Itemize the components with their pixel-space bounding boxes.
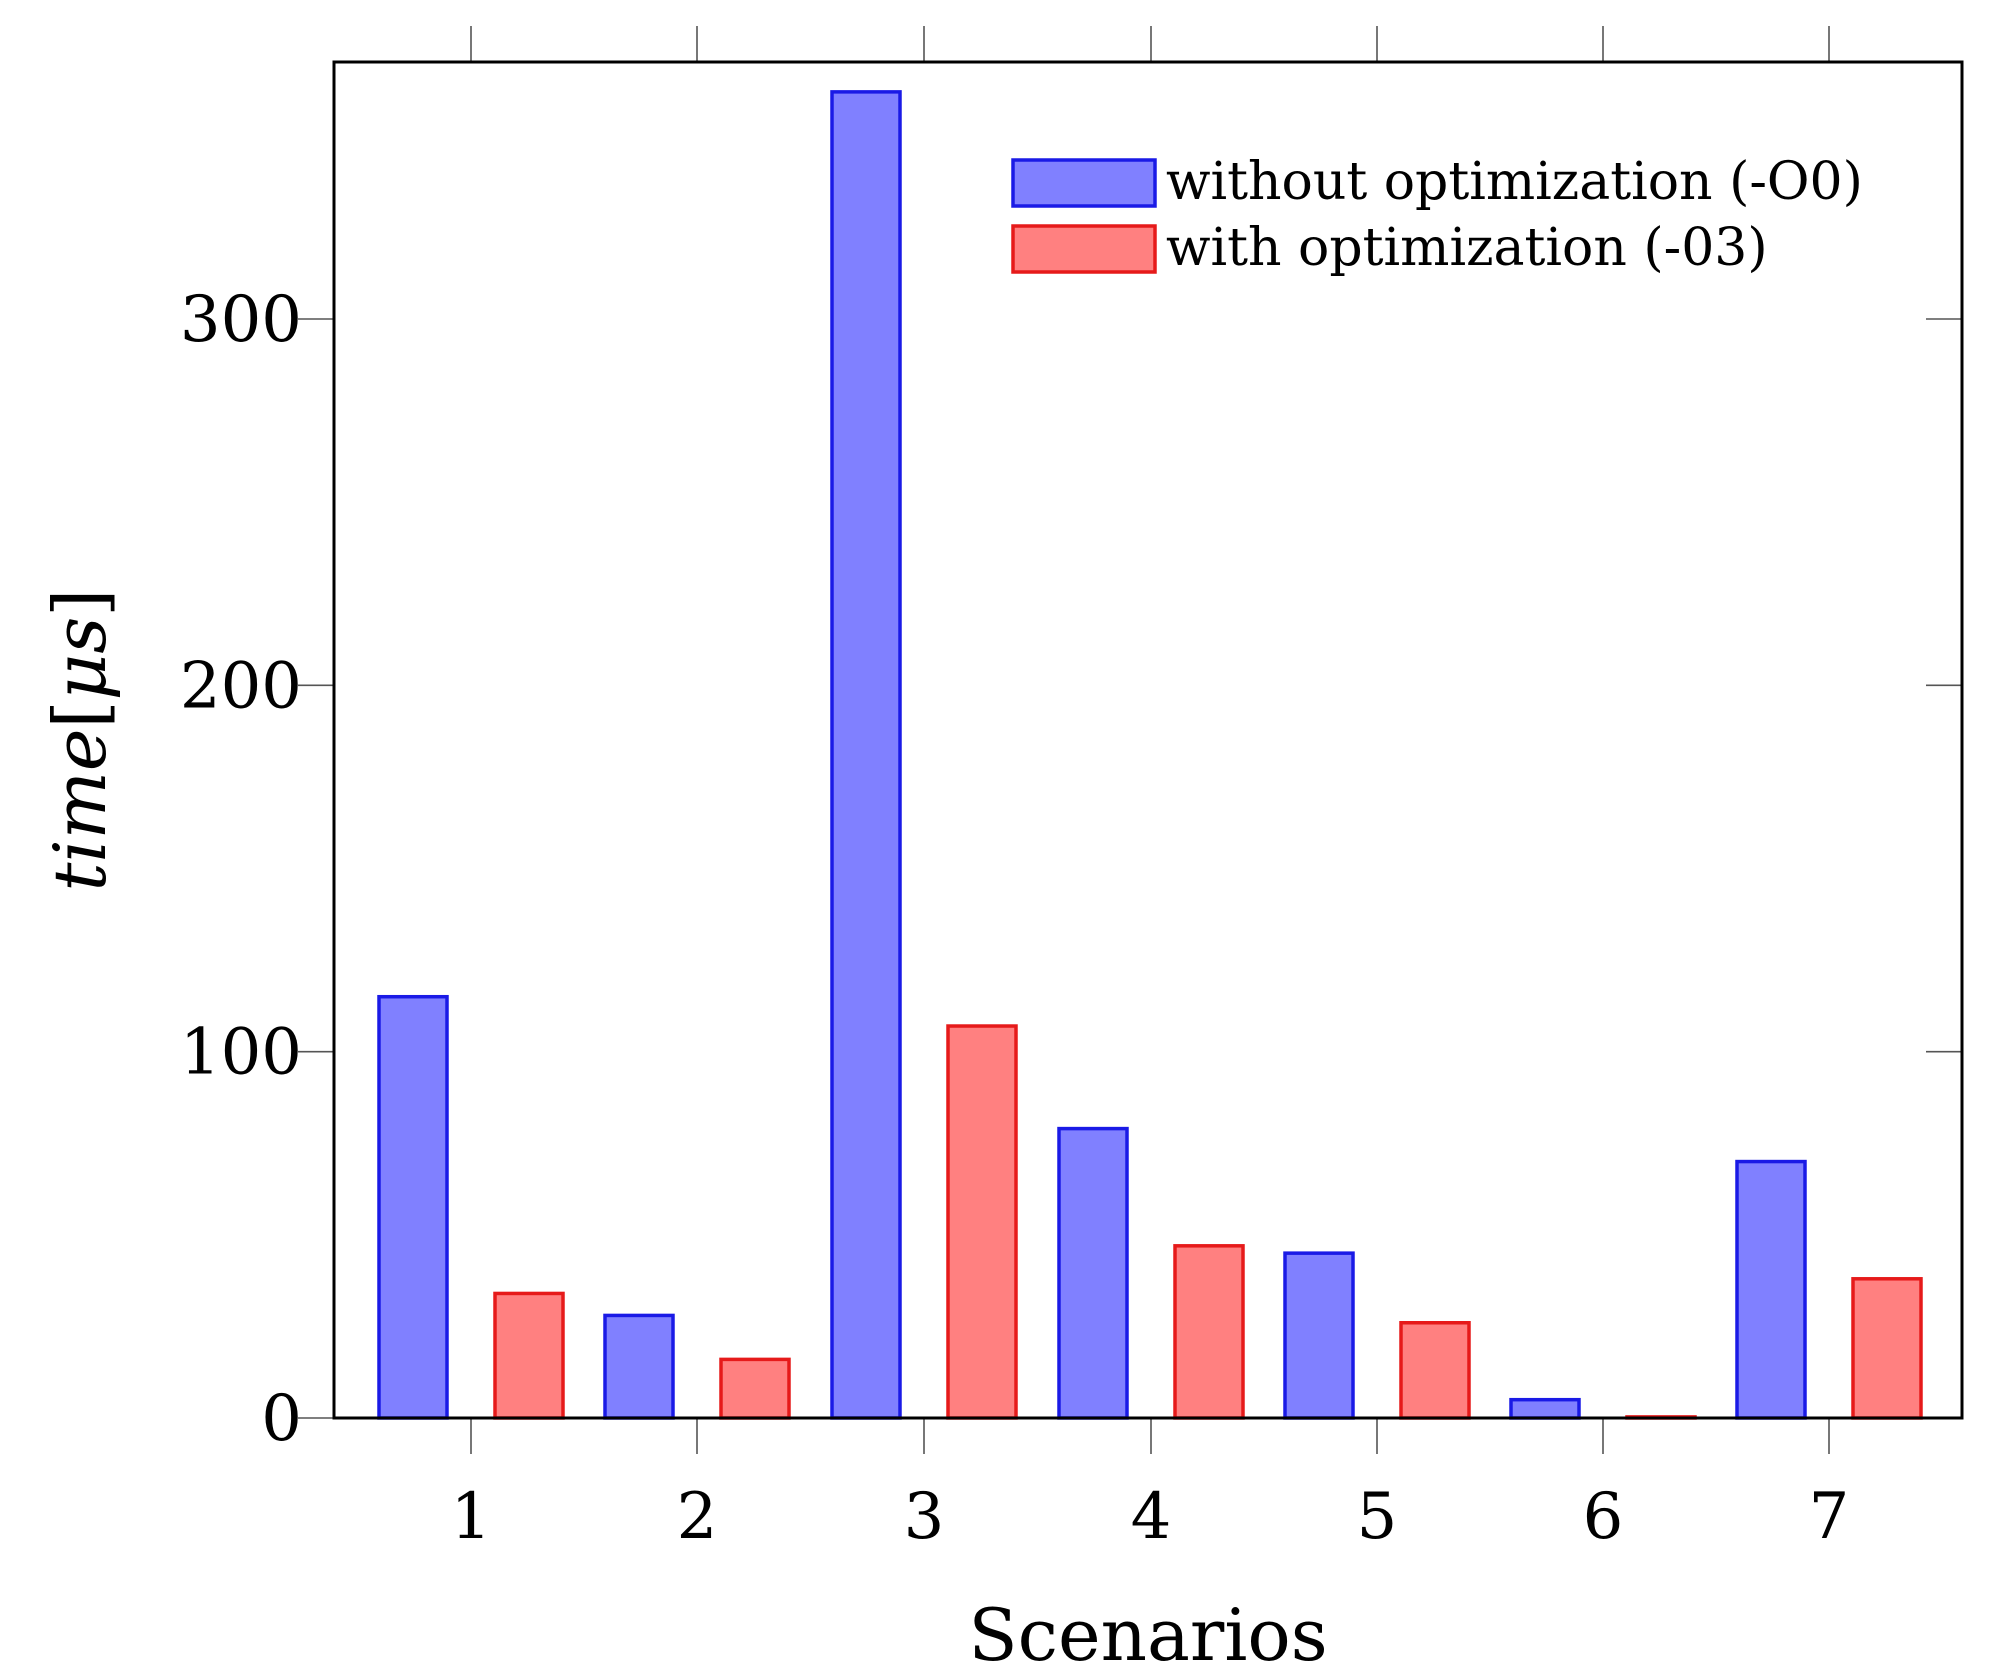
x-tick-label-7: 7	[1809, 1480, 1850, 1554]
legend-swatch-with-optimization	[1011, 224, 1157, 274]
legend-label-with-optimization: with optimization (-03)	[1166, 218, 1768, 278]
bar-series1-scenario-3	[830, 90, 902, 1420]
legend-label-without-optimization: without optimization (-O0)	[1166, 152, 1863, 212]
bar-series1-scenario-4	[1057, 1126, 1129, 1420]
x-tick-label-5: 5	[1357, 1480, 1398, 1554]
bar-series2-scenario-5	[1399, 1321, 1471, 1420]
bar-series1-scenario-6	[1509, 1397, 1581, 1420]
x-tick-label-6: 6	[1583, 1480, 1624, 1554]
bar-series2-scenario-1	[493, 1291, 565, 1420]
bar-series2-scenario-7	[1851, 1277, 1923, 1420]
legend: without optimization (-O0) with optimiza…	[1011, 152, 1863, 278]
x-tick-label-4: 4	[1131, 1480, 1172, 1554]
bar-series2-scenario-2	[719, 1357, 791, 1420]
y-axis-title-bracket-close: ]	[38, 589, 122, 617]
y-axis-title: time[μs]	[38, 589, 122, 892]
bars-layer	[377, 90, 1923, 1420]
labels-layer: 1 2 3 4 5 6 7 0 100 200 300	[180, 283, 1850, 1554]
y-axis-title-unit: μs	[38, 617, 122, 701]
bar-series1-scenario-5	[1283, 1251, 1355, 1420]
x-tick-label-2: 2	[677, 1480, 718, 1554]
y-tick-label-0: 0	[261, 1382, 302, 1456]
bar-series1-scenario-2	[603, 1313, 675, 1420]
x-tick-label-1: 1	[451, 1480, 492, 1554]
legend-swatch-without-optimization	[1011, 158, 1157, 208]
y-tick-label-300: 300	[180, 283, 302, 357]
bar-series2-scenario-3	[946, 1024, 1018, 1420]
y-axis-title-bracket-open: [	[38, 700, 122, 728]
y-tick-label-100: 100	[180, 1016, 302, 1090]
y-tick-label-200: 200	[180, 649, 302, 723]
bar-series1-scenario-1	[377, 994, 449, 1420]
bar-series2-scenario-4	[1173, 1244, 1245, 1420]
x-axis-title: Scenarios	[968, 1593, 1327, 1675]
x-tick-label-3: 3	[904, 1480, 945, 1554]
y-axis-title-main: time	[38, 729, 122, 892]
bar-series1-scenario-7	[1735, 1159, 1807, 1420]
plot-frame	[332, 60, 1964, 1420]
